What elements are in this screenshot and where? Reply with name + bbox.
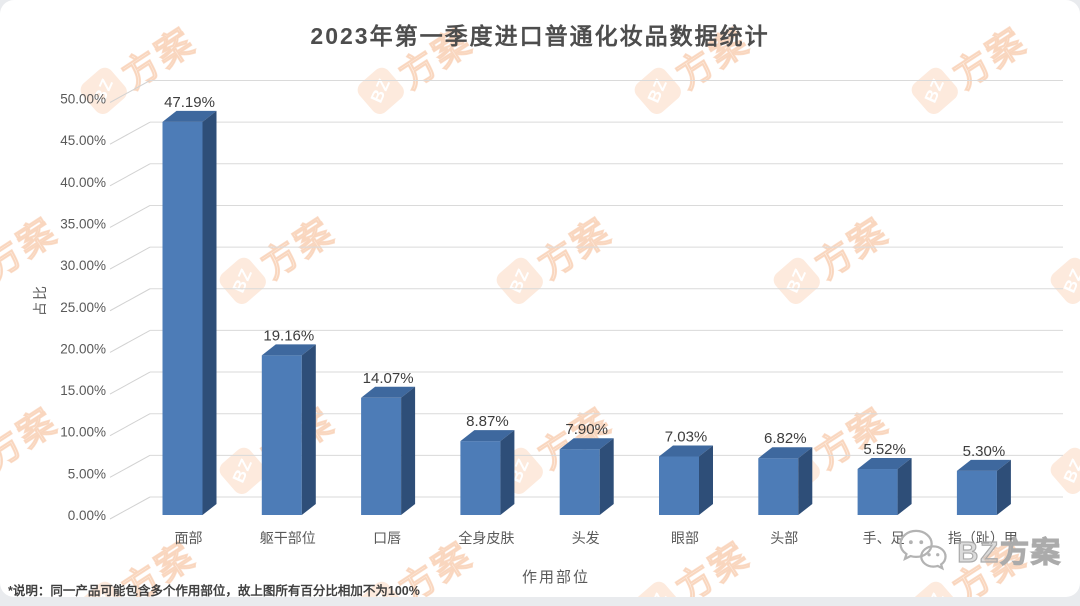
bar-value-label: 7.90% [565,421,608,438]
brand-logo: BZ方案 [897,527,1062,573]
bar-side-face [599,438,614,515]
bar-top-face [361,386,416,398]
axis-tick-connector [109,496,151,520]
y-tick-label: 10.00% [60,425,106,440]
y-tick-label: 35.00% [60,216,106,231]
bar-value-label: 14.07% [363,370,414,387]
x-category-label: 全身皮肤 [458,530,514,546]
bar-front-face [857,469,898,515]
bar-top-face [956,459,1011,471]
footnote: *说明：同一产品可能包含多个作用部位，故上图所有百分比相加不为100% [8,584,420,597]
bar-front-face [758,458,799,515]
chart-title: 2023年第一季度进口普通化妆品数据统计 [310,23,770,49]
bar-front-face [261,355,302,515]
bar-side-face [500,430,515,515]
x-category-label: 躯干部位 [260,530,316,546]
bar-top-face [559,438,614,450]
bar-front-face [162,121,203,516]
bar-side-face [301,344,316,515]
bar-front-face [956,470,997,515]
bar-side-face [202,110,217,516]
bar-side-face [401,386,416,515]
y-tick-label: 15.00% [60,383,106,398]
axis-tick-connector [109,80,151,103]
y-tick-label: 30.00% [60,258,106,273]
x-category-label: 口唇 [373,530,401,546]
axis-tick-connector [109,329,151,353]
y-tick-label: 45.00% [60,133,106,148]
bar-front-face [361,397,402,515]
axis-tick-connector [109,163,151,187]
brand-logo-text: BZ方案 [957,536,1062,569]
bar-value-label: 5.52% [863,441,906,458]
x-category-label: 手、足 [863,530,905,546]
bar-value-label: 8.87% [466,413,509,430]
y-axis-title: 占比 [32,284,48,316]
x-category-label: 眼部 [671,530,699,546]
bar-top-face [659,445,713,457]
wechat-icon [899,529,947,571]
axis-tick-connector [109,288,151,312]
x-category-label: 指（趾）甲 [948,530,1018,546]
y-tick-label: 5.00% [68,466,106,481]
x-axis-title: 作用部位 [521,569,590,586]
bar-value-label: 47.19% [164,94,215,111]
axis-tick-connector [109,413,151,437]
axis-tick-connector [109,205,151,228]
bar-value-label: 6.82% [764,430,807,447]
bar-value-label: 19.16% [263,327,314,344]
bar-front-face [659,456,699,515]
y-tick-label: 40.00% [60,175,106,190]
bar-side-face [897,458,912,515]
bar-value-label: 5.30% [963,443,1006,460]
y-tick-label: 25.00% [60,300,106,315]
bar-top-face [460,430,515,442]
x-category-label: 面部 [175,530,203,546]
y-tick-label: 0.00% [68,508,106,523]
axis-tick-connector [109,121,151,145]
y-tick-label: 20.00% [60,341,106,356]
y-tick-label: 50.00% [60,92,106,107]
bar-top-face [261,344,316,356]
bar-value-label: 7.03% [665,428,708,445]
bar-front-face [460,441,501,515]
bar-side-face [699,445,713,515]
axis-tick-connector [109,371,151,395]
bar-front-face [559,449,600,515]
axis-tick-connector [109,246,151,270]
bar-side-face [996,459,1011,515]
axis-tick-connector [109,454,151,478]
bar-side-face [798,447,813,515]
bar-top-face [857,458,912,470]
bar-top-face [758,447,813,459]
bar-top-face [162,110,217,122]
x-category-label: 头部 [770,530,798,546]
x-category-label: 头发 [572,530,600,546]
